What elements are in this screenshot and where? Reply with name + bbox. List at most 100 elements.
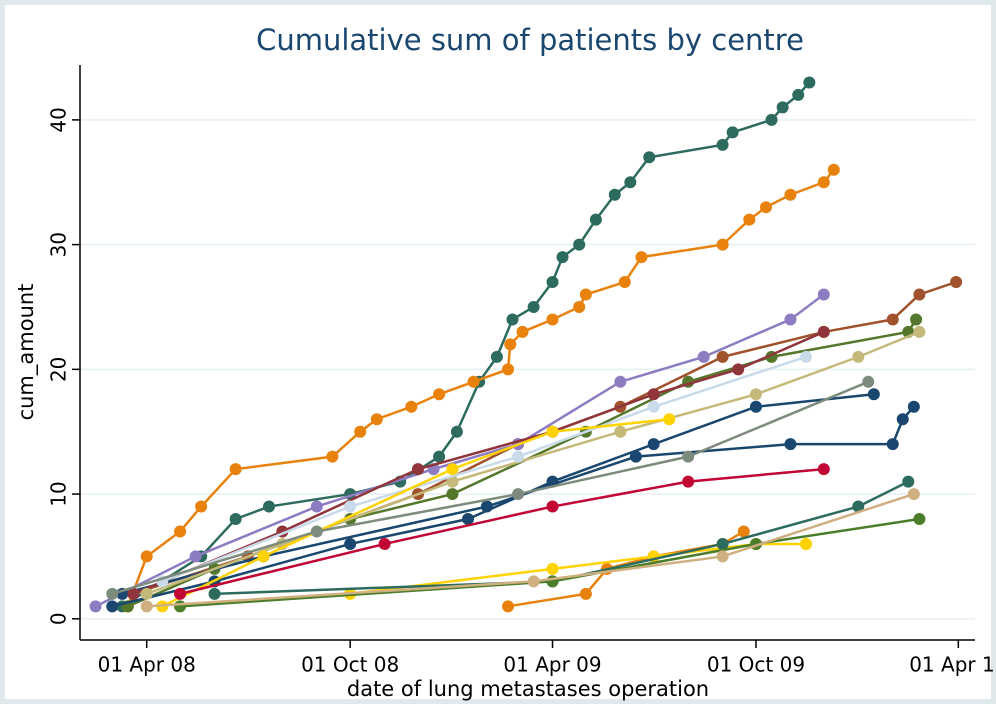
point (579, 587, 592, 600)
point (950, 276, 963, 289)
point (462, 513, 475, 526)
point (784, 438, 797, 451)
x-tick-label: 01 Oct 08 (301, 653, 399, 677)
point (647, 400, 660, 413)
point (310, 500, 323, 513)
point (737, 525, 750, 538)
point (433, 450, 446, 463)
point (189, 550, 202, 563)
point (716, 138, 729, 151)
point (512, 450, 525, 463)
point (310, 525, 323, 538)
x-axis-label: date of lung metastases operation (347, 677, 709, 701)
point (263, 500, 276, 513)
y-tick-label: 20 (47, 357, 71, 382)
point (174, 600, 187, 613)
point (546, 562, 559, 575)
point (573, 238, 586, 251)
y-tick-label: 0 (47, 612, 71, 625)
point (907, 400, 920, 413)
point (784, 313, 797, 326)
point (516, 325, 529, 338)
point (195, 500, 208, 513)
point (913, 325, 926, 338)
point (504, 338, 517, 351)
point (682, 450, 695, 463)
y-axis-label: cum_amount (14, 284, 39, 421)
point (502, 600, 515, 613)
point (140, 600, 153, 613)
point (647, 438, 660, 451)
point (174, 525, 187, 538)
point (800, 537, 813, 550)
point (527, 575, 540, 588)
point (450, 425, 463, 438)
point (776, 101, 789, 114)
point (480, 500, 493, 513)
point (608, 188, 621, 201)
series-line (111, 393, 874, 608)
point (852, 350, 865, 363)
point (208, 587, 221, 600)
x-tick-label: 01 Apr 08 (98, 653, 196, 677)
point (614, 425, 627, 438)
point (370, 413, 383, 426)
point (803, 76, 816, 89)
point (792, 88, 805, 101)
x-tick-label: 01 Apr 09 (503, 653, 601, 677)
point (726, 126, 739, 139)
point (614, 375, 627, 388)
point (573, 300, 586, 313)
point (344, 500, 357, 513)
point (579, 288, 592, 301)
point (765, 113, 778, 126)
point (344, 537, 357, 550)
point (716, 350, 729, 363)
point (624, 176, 637, 189)
point (106, 600, 119, 613)
point (910, 313, 923, 326)
point (817, 463, 830, 476)
y-tick-label: 40 (47, 107, 71, 132)
point (635, 251, 648, 264)
point (629, 450, 642, 463)
point (446, 463, 459, 476)
point (749, 388, 762, 401)
point (743, 213, 756, 226)
point (663, 413, 676, 426)
point (546, 425, 559, 438)
point (446, 475, 459, 488)
point (433, 388, 446, 401)
point (643, 151, 656, 164)
point (326, 450, 339, 463)
point (867, 388, 880, 401)
point (378, 537, 391, 550)
point (682, 475, 695, 488)
point (817, 288, 830, 301)
point (546, 313, 559, 326)
point (886, 313, 899, 326)
point (512, 488, 525, 501)
point (886, 438, 899, 451)
point (140, 550, 153, 563)
point (907, 488, 920, 501)
point (257, 550, 270, 563)
point (446, 488, 459, 501)
point (716, 537, 729, 550)
y-tick-label: 10 (47, 481, 71, 506)
point (229, 513, 242, 526)
point (229, 463, 242, 476)
point (647, 388, 660, 401)
point (800, 350, 813, 363)
point (749, 400, 762, 413)
point (556, 251, 569, 264)
point (817, 176, 830, 189)
point (852, 500, 865, 513)
point (506, 313, 519, 326)
point (618, 276, 631, 289)
point (896, 413, 909, 426)
point (467, 375, 480, 388)
point (784, 188, 797, 201)
point (411, 463, 424, 476)
